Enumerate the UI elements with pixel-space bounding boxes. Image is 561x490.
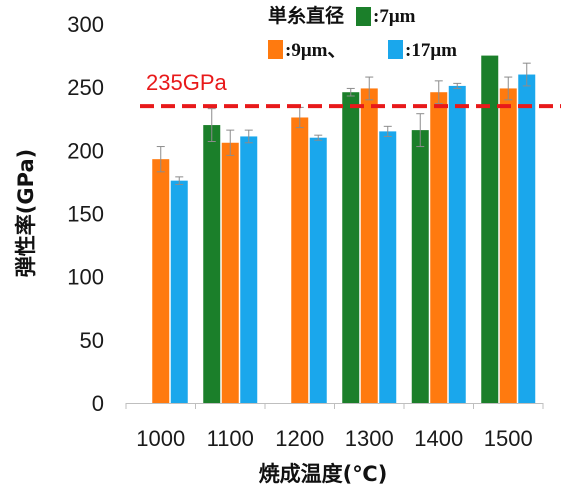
bar bbox=[203, 125, 221, 404]
bar bbox=[448, 85, 466, 404]
y-axis-label: 弾性率(GPa) bbox=[14, 149, 38, 277]
y-axis: 0 50 100 150 200 250 300 bbox=[67, 12, 104, 416]
legend: 単糸直径 :7μm :9μm、 :17μm bbox=[268, 4, 457, 61]
legend-entry: :9μm、 bbox=[285, 40, 346, 61]
y-tick-label: 250 bbox=[67, 75, 104, 100]
bar bbox=[518, 74, 536, 404]
bar bbox=[291, 117, 309, 403]
legend-swatch bbox=[388, 40, 403, 59]
legend-swatch bbox=[356, 7, 371, 26]
legend-swatch bbox=[268, 40, 283, 59]
y-tick-label: 200 bbox=[67, 138, 104, 163]
y-tick-label: 100 bbox=[67, 265, 104, 290]
bar-series-group bbox=[152, 55, 536, 404]
bar bbox=[411, 130, 429, 403]
x-tick-label: 1400 bbox=[414, 426, 463, 451]
y-tick-label: 50 bbox=[80, 328, 104, 353]
reference-line-label: 235GPa bbox=[146, 70, 227, 95]
legend-entry: :17μm bbox=[405, 40, 457, 61]
bar bbox=[430, 92, 448, 403]
bar bbox=[499, 88, 517, 404]
x-tick-label: 1300 bbox=[345, 426, 394, 451]
bar bbox=[240, 136, 258, 404]
x-tick-label: 1500 bbox=[484, 426, 533, 451]
bar bbox=[152, 159, 170, 403]
x-tick-label: 1200 bbox=[275, 426, 324, 451]
legend-entry: :7μm bbox=[373, 6, 416, 27]
bar bbox=[221, 142, 239, 403]
legend-title: 単糸直径 bbox=[268, 4, 344, 27]
x-tick-label: 1100 bbox=[207, 426, 254, 451]
reference-line-group: 235GPa bbox=[140, 70, 561, 109]
x-axis-label: 焼成温度(℃) bbox=[259, 462, 388, 486]
bar bbox=[481, 55, 499, 403]
bar bbox=[360, 88, 378, 404]
x-axis: 1000 1100 1200 1300 1400 1500 bbox=[125, 403, 544, 451]
y-tick-label: 300 bbox=[67, 12, 104, 37]
bar bbox=[379, 131, 397, 403]
bar bbox=[342, 92, 360, 403]
bar bbox=[309, 137, 327, 403]
bar bbox=[170, 180, 188, 403]
y-tick-label: 150 bbox=[67, 202, 104, 227]
x-tick-label: 1000 bbox=[136, 426, 185, 451]
error-bars-group bbox=[156, 62, 531, 185]
y-tick-label: 0 bbox=[92, 391, 104, 416]
